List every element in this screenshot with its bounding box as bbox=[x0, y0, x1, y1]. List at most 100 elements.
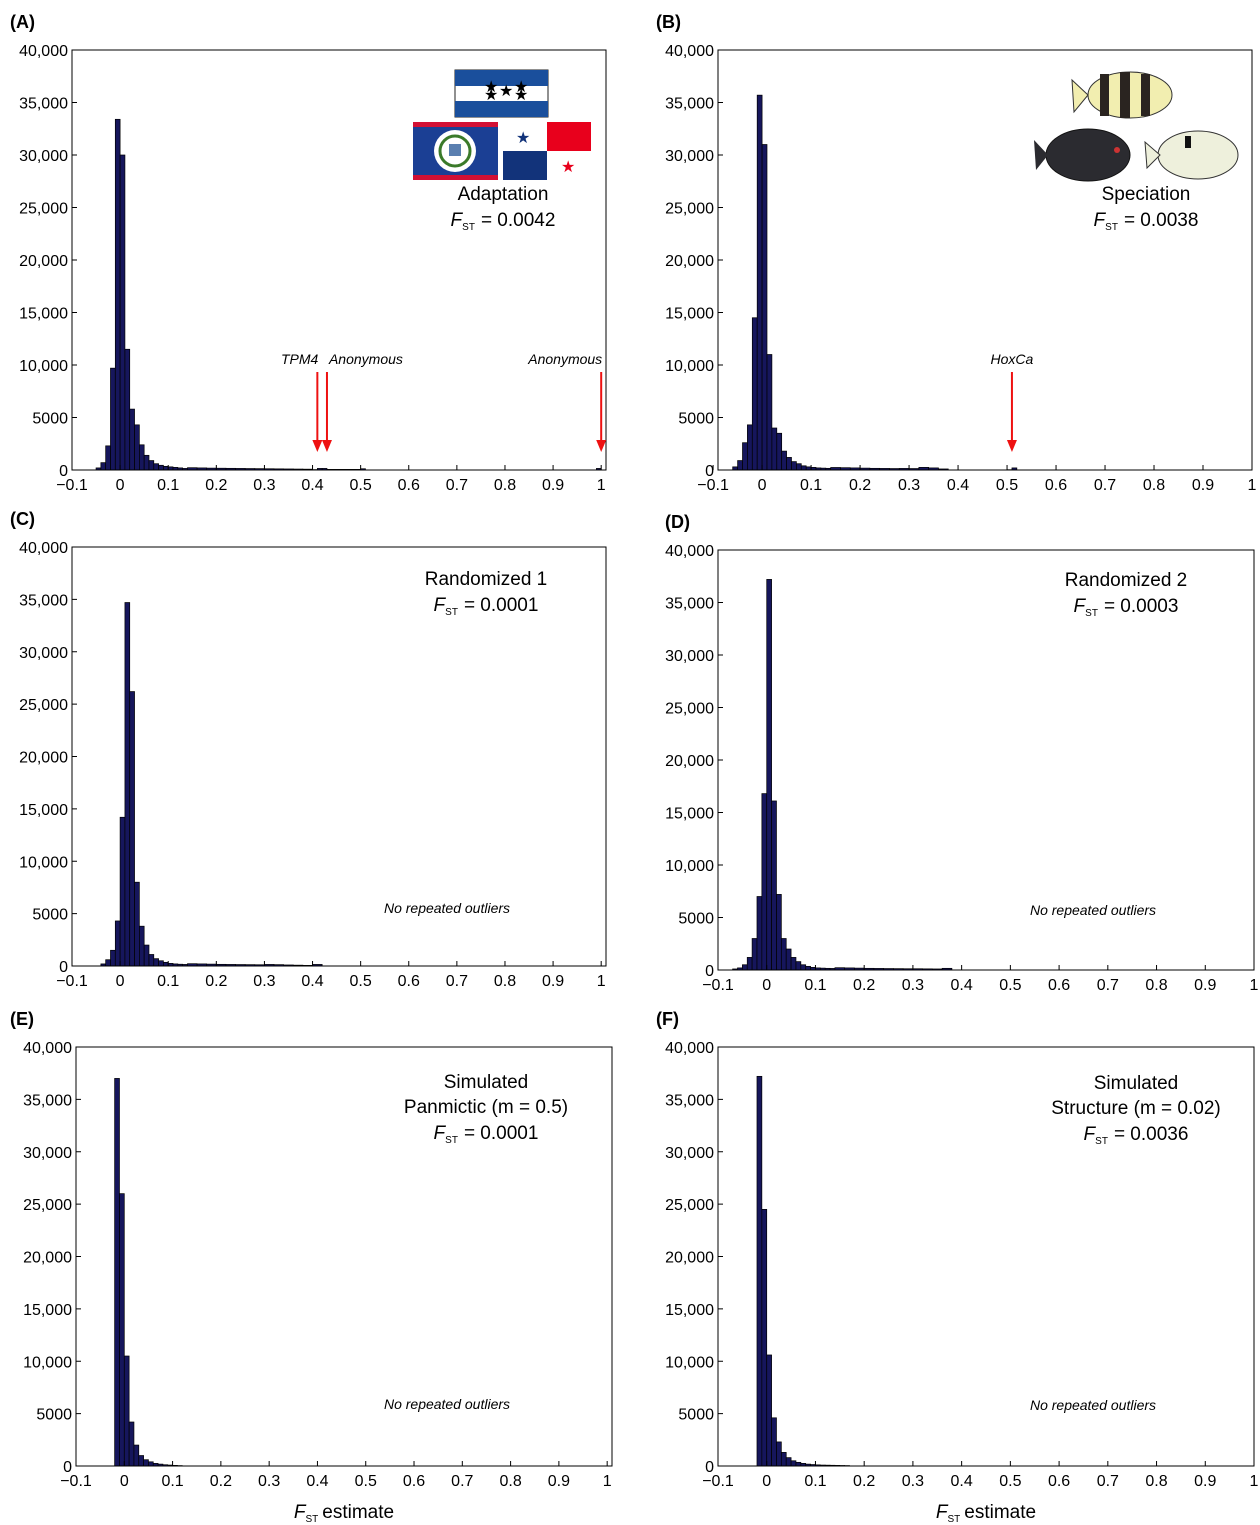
bar bbox=[781, 450, 787, 471]
x-tick-label: 1 bbox=[603, 1473, 612, 1490]
y-tick-label: 20,000 bbox=[19, 253, 68, 270]
bar bbox=[148, 954, 155, 967]
bar bbox=[751, 938, 758, 971]
x-tick-label: −0.1 bbox=[60, 1473, 92, 1490]
bar bbox=[795, 961, 802, 971]
x-tick-label: 0.9 bbox=[1192, 477, 1214, 494]
stat-symbol: F bbox=[434, 595, 447, 616]
x-tick-label: 0.5 bbox=[350, 973, 372, 990]
x-tick-label: 0.2 bbox=[853, 1473, 875, 1490]
bar bbox=[119, 816, 126, 967]
y-tick-label: 30,000 bbox=[23, 1145, 72, 1162]
stat-value: = 0.0003 bbox=[1104, 596, 1179, 617]
x-tick-label: 0.7 bbox=[446, 973, 468, 990]
y-tick-label: 20,000 bbox=[665, 1250, 714, 1267]
bar bbox=[737, 460, 743, 471]
bar bbox=[138, 1455, 144, 1467]
bar bbox=[123, 1355, 130, 1467]
y-tick-label: 15,000 bbox=[19, 306, 68, 323]
stat-subscript: ST bbox=[1105, 222, 1118, 233]
x-tick-label: 0.5 bbox=[355, 1473, 377, 1490]
stat-symbol: F bbox=[1094, 210, 1107, 231]
y-tick-label: 0 bbox=[59, 463, 68, 480]
x-tick-label: 1 bbox=[1250, 1473, 1259, 1490]
x-tick-label: 0.2 bbox=[205, 477, 227, 494]
bar bbox=[790, 957, 797, 971]
bar bbox=[148, 460, 155, 471]
stat-subscript: ST bbox=[462, 222, 475, 233]
x-label-symbol: F bbox=[936, 1502, 949, 1523]
y-tick-label: 30,000 bbox=[19, 645, 68, 662]
bar bbox=[163, 961, 169, 967]
svg-text:★: ★ bbox=[484, 79, 498, 96]
x-tick-label: 0.9 bbox=[548, 1473, 570, 1490]
x-tick-label: −0.1 bbox=[56, 973, 88, 990]
x-tick-label: 0.4 bbox=[951, 977, 973, 994]
x-label-text: estimate bbox=[322, 1502, 394, 1523]
y-tick-label: 30,000 bbox=[665, 148, 714, 165]
y-tick-label: 5000 bbox=[36, 1407, 72, 1424]
bar bbox=[766, 354, 773, 471]
x-tick-label: 0.4 bbox=[301, 973, 323, 990]
stat-symbol: F bbox=[451, 210, 464, 231]
panel-label: (D) bbox=[665, 512, 690, 532]
x-tick-label: 1 bbox=[1248, 477, 1257, 494]
bar bbox=[124, 602, 131, 967]
x-tick-label: 0.6 bbox=[1048, 1473, 1070, 1490]
bar bbox=[766, 1354, 772, 1467]
panel-label: (C) bbox=[10, 509, 35, 529]
bar bbox=[742, 442, 748, 471]
arrow-head bbox=[312, 440, 323, 452]
x-tick-label: −0.1 bbox=[697, 477, 729, 494]
y-tick-label: 35,000 bbox=[665, 96, 714, 113]
y-tick-label: 20,000 bbox=[665, 753, 714, 770]
annotation: Speciation bbox=[1102, 184, 1191, 205]
x-tick-label: 0.7 bbox=[1097, 977, 1119, 994]
x-tick-label: 0.2 bbox=[853, 977, 875, 994]
flags: ★ ★★★ ★ ★ ★ bbox=[413, 69, 591, 180]
y-tick-label: 40,000 bbox=[23, 1040, 72, 1057]
x-tick-label: 0.3 bbox=[253, 477, 275, 494]
y-tick-label: 25,000 bbox=[19, 697, 68, 714]
svg-text:★: ★ bbox=[514, 87, 528, 104]
x-tick-label: 0.3 bbox=[258, 1473, 280, 1490]
bar bbox=[133, 1444, 140, 1467]
bar bbox=[148, 1461, 154, 1467]
bar bbox=[761, 793, 768, 971]
bar bbox=[163, 465, 169, 471]
x-tick-label: 0.6 bbox=[1045, 477, 1067, 494]
bar bbox=[143, 454, 150, 471]
annotation: Randomized 2 bbox=[1065, 570, 1188, 591]
bar bbox=[771, 1417, 777, 1467]
x-tick-label: 0.9 bbox=[1194, 1473, 1216, 1490]
bar bbox=[114, 920, 121, 967]
x-tick-label: 0.1 bbox=[804, 977, 826, 994]
y-tick-label: 5000 bbox=[678, 1407, 714, 1424]
x-tick-label: 0.2 bbox=[205, 973, 227, 990]
x-tick-label: 0.6 bbox=[398, 973, 420, 990]
y-tick-label: 10,000 bbox=[19, 854, 68, 871]
bar bbox=[139, 925, 145, 967]
x-tick-label: 0.9 bbox=[542, 973, 564, 990]
y-tick-label: 15,000 bbox=[19, 802, 68, 819]
bar bbox=[153, 463, 159, 471]
x-tick-label: 1 bbox=[597, 973, 606, 990]
bar bbox=[756, 896, 763, 971]
stat-value: = 0.0001 bbox=[464, 1123, 539, 1144]
y-tick-label: 20,000 bbox=[23, 1250, 72, 1267]
x-tick-label: 0.8 bbox=[1145, 1473, 1167, 1490]
svg-text:★: ★ bbox=[484, 87, 498, 104]
y-tick-label: 30,000 bbox=[19, 148, 68, 165]
y-tick-label: 25,000 bbox=[665, 701, 714, 718]
x-tick-label: 0.1 bbox=[157, 477, 179, 494]
stat-value: = 0.0001 bbox=[464, 595, 539, 616]
y-tick-label: 5000 bbox=[678, 911, 714, 928]
annotation: Randomized 1 bbox=[425, 569, 548, 590]
bar bbox=[129, 408, 135, 471]
y-tick-label: 5000 bbox=[678, 411, 714, 428]
stat-label: FST = 0.0001 bbox=[434, 595, 539, 618]
y-tick-label: 30,000 bbox=[665, 1145, 714, 1162]
x-tick-label: 0.8 bbox=[494, 973, 516, 990]
bar bbox=[786, 457, 792, 471]
bar bbox=[785, 1457, 792, 1467]
